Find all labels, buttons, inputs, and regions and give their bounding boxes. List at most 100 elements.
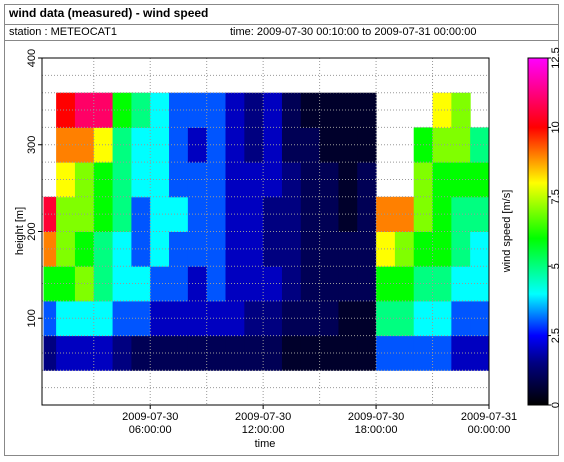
heatmap-cell <box>56 266 76 302</box>
heatmap-cell <box>187 162 208 198</box>
heatmap-cell <box>244 196 264 232</box>
heatmap-cell <box>470 196 490 232</box>
heatmap-cell <box>56 335 76 371</box>
heatmap-cell <box>432 92 452 128</box>
heatmap-cell <box>376 231 396 267</box>
heatmap-cell <box>319 196 339 232</box>
heatmap-cell <box>451 231 471 267</box>
heatmap-cell <box>451 127 471 163</box>
heatmap-cell <box>187 300 208 337</box>
colorbar-tick-label: 2.5 <box>550 328 562 343</box>
x-tick-label: 2009-07-30 12:00:00 <box>235 411 292 436</box>
heatmap-cell <box>319 335 339 371</box>
heatmap-cell <box>56 300 76 337</box>
heatmap-cell <box>432 300 452 337</box>
heatmap-cell <box>451 335 471 371</box>
y-tick-label: 400 <box>26 49 38 67</box>
heatmap-cell <box>300 127 321 163</box>
heatmap-cell <box>93 335 114 371</box>
colorbar-tick-label: 7.5 <box>550 189 562 204</box>
heatmap-cell <box>187 92 208 128</box>
plot-border <box>41 57 490 406</box>
heatmap-cell <box>470 335 490 371</box>
heatmap-cell <box>319 162 339 198</box>
heatmap-cell <box>225 231 245 267</box>
heatmap-cell <box>451 196 471 232</box>
heatmap-cell <box>225 196 245 232</box>
heatmap-cell <box>169 92 189 128</box>
heatmap-cell <box>112 231 132 267</box>
heatmap-cell <box>470 266 490 302</box>
y-tick-label: 300 <box>26 136 38 154</box>
y-axis-label: height [m] <box>14 207 26 255</box>
station: station : METEOCAT1 <box>9 26 117 38</box>
x-tick-label: 2009-07-30 18:00:00 <box>347 411 405 436</box>
heatmap-cell <box>93 231 114 267</box>
heatmap-cell <box>93 266 114 302</box>
heatmap-cell <box>451 92 471 128</box>
colorbar-label: wind speed [m/s] <box>501 190 513 274</box>
heatmap-cell <box>43 335 57 371</box>
heatmap-cell <box>112 300 132 337</box>
heatmap-cell <box>169 162 189 198</box>
heatmap-cell <box>43 196 57 232</box>
heatmap-cell <box>112 196 132 232</box>
heatmap-cell <box>319 266 339 302</box>
heatmap-cell <box>43 231 57 267</box>
heatmap-cell <box>112 162 132 198</box>
heatmap-cell <box>43 266 57 302</box>
heatmap-cell <box>187 196 208 232</box>
heatmap-cell <box>319 300 339 337</box>
heatmap-cell <box>112 127 132 163</box>
heatmap-cell <box>263 196 283 232</box>
heatmap-cell <box>300 266 321 302</box>
heatmap-cell <box>263 162 283 198</box>
colorbar-tick-label: 5 <box>550 263 562 269</box>
heatmap-cell <box>432 127 452 163</box>
heatmap-cell <box>225 162 245 198</box>
heatmap-cell <box>451 266 471 302</box>
heatmap-cell <box>93 127 114 163</box>
heatmap-cell <box>394 231 415 267</box>
heatmap-cell <box>56 196 76 232</box>
y-tick-label: 100 <box>26 309 38 327</box>
heatmap-cell <box>244 300 264 337</box>
heatmap-cell <box>93 92 114 128</box>
x-axis-label: time <box>255 438 276 450</box>
heatmap-cell <box>169 127 189 163</box>
heatmap-cell <box>112 335 132 371</box>
heatmap-cell <box>244 335 264 371</box>
heatmap-cell <box>56 92 76 128</box>
heatmap-cell <box>394 196 415 232</box>
heatmap-cell <box>432 196 452 232</box>
heatmap-cell <box>394 300 415 337</box>
heatmap-cell <box>263 335 283 371</box>
heatmap-cell <box>470 162 490 198</box>
heatmap-cell <box>470 231 490 267</box>
y-tick-label: 200 <box>26 222 38 240</box>
x-tick-label: 2009-07-30 06:00:00 <box>122 411 179 436</box>
heatmap-cell <box>187 231 208 267</box>
heatmap-cell <box>319 127 339 163</box>
heatmap-cell <box>112 266 132 302</box>
colorbar-tick-label: 12.5 <box>550 47 562 68</box>
heatmap-cell <box>263 266 283 302</box>
heatmap-cell <box>169 300 189 337</box>
heatmap-cell <box>56 127 76 163</box>
heatmap-cell <box>376 335 396 371</box>
heatmap-cell <box>300 162 321 198</box>
heatmap-cell <box>169 231 189 267</box>
heatmap-cell <box>300 231 321 267</box>
heatmap-cell <box>300 335 321 371</box>
heatmap-cell <box>432 335 452 371</box>
heatmap-cell <box>93 300 114 337</box>
heatmap-cell <box>394 335 415 371</box>
time-range: time: 2009-07-30 00:10:00 to 2009-07-31 … <box>230 26 476 38</box>
x-tick-label: 2009-07-31 00:00:00 <box>460 411 518 436</box>
heatmap-cell <box>112 92 132 128</box>
heatmap-cell <box>169 266 189 302</box>
heatmap-cell <box>225 266 245 302</box>
heatmap-cell <box>225 300 245 337</box>
